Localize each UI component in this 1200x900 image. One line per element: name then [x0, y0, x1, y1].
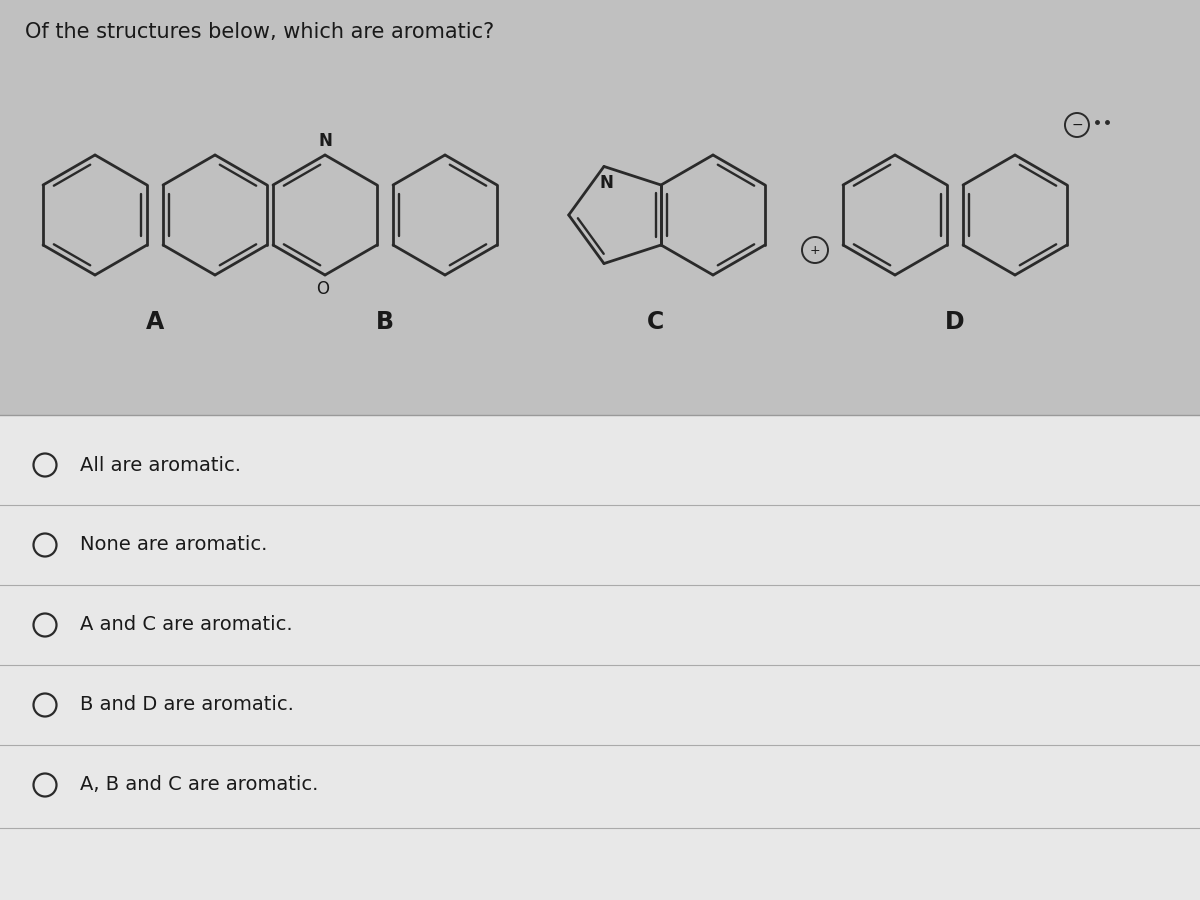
Text: −: −: [1072, 118, 1082, 132]
Text: C: C: [647, 310, 664, 334]
Text: O: O: [317, 280, 330, 298]
Text: A: A: [146, 310, 164, 334]
Text: B and D are aromatic.: B and D are aromatic.: [80, 696, 294, 715]
FancyBboxPatch shape: [0, 415, 1200, 900]
Text: N: N: [599, 175, 613, 193]
Text: N: N: [318, 132, 332, 150]
FancyBboxPatch shape: [0, 0, 1200, 415]
Text: +: +: [810, 244, 821, 256]
Text: A, B and C are aromatic.: A, B and C are aromatic.: [80, 776, 318, 795]
Text: Of the structures below, which are aromatic?: Of the structures below, which are aroma…: [25, 22, 494, 42]
Text: D: D: [946, 310, 965, 334]
Text: All are aromatic.: All are aromatic.: [80, 455, 241, 474]
Text: B: B: [376, 310, 394, 334]
Text: A and C are aromatic.: A and C are aromatic.: [80, 616, 293, 634]
Text: None are aromatic.: None are aromatic.: [80, 536, 268, 554]
